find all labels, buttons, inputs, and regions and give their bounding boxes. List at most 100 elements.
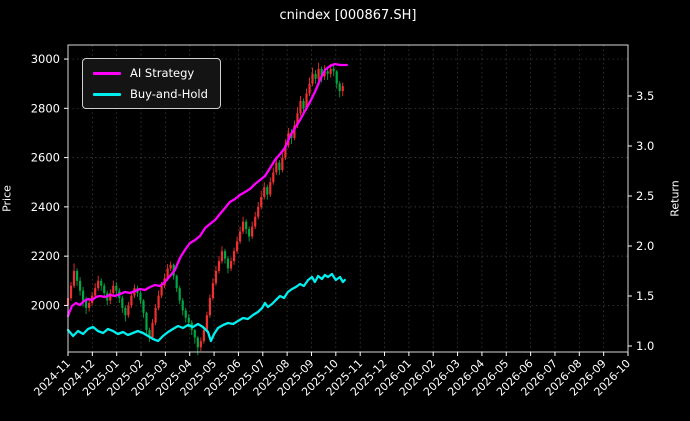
legend: AI Strategy Buy-and-Hold [82, 58, 221, 109]
y-left-tick-label: 2600 [31, 151, 60, 165]
candle-body [88, 302, 91, 308]
candle-body [338, 83, 341, 92]
candle-body [229, 261, 233, 269]
candle-body [260, 197, 263, 207]
ai-strategy-line-swatch [93, 71, 121, 75]
candle-body [220, 251, 224, 262]
candle-body [109, 293, 112, 301]
y-left-tick-label: 2000 [31, 298, 60, 312]
candle-body [127, 305, 130, 316]
candle-body [115, 285, 118, 291]
line-buy-and-hold [66, 272, 346, 343]
candle-body [100, 280, 103, 286]
candle-body [314, 73, 317, 79]
legend-label-ai-strategy: AI Strategy [130, 66, 195, 80]
candle-body [193, 330, 196, 338]
legend-item-buy-and-hold: Buy-and-Hold [93, 87, 208, 101]
candle-body [329, 68, 332, 74]
candle-body [281, 157, 284, 170]
candle-body [148, 330, 151, 338]
candle-body [85, 300, 88, 308]
candle-body [166, 268, 169, 279]
candle-body [175, 275, 178, 289]
buy-and-hold-line-swatch [93, 92, 121, 96]
candle-body [308, 83, 311, 94]
candle-body [196, 337, 199, 348]
candle-body [302, 100, 305, 109]
candle-body [72, 270, 76, 286]
candle-body [130, 295, 133, 306]
candle-body [214, 270, 218, 284]
candle-body [269, 182, 272, 195]
candle-body [81, 290, 85, 301]
candle-body [187, 317, 190, 323]
candle-body [145, 312, 148, 331]
candle-body [112, 285, 115, 294]
y-right-tick-label: 1.5 [636, 289, 654, 303]
y-right-tick-label: 1.0 [636, 339, 654, 353]
candle-body [293, 125, 296, 138]
candle-body [335, 71, 338, 84]
candle-body [284, 145, 287, 158]
candle-body [124, 307, 127, 316]
candle-body [235, 241, 239, 252]
candle-body [275, 162, 278, 173]
candle-body [94, 288, 97, 296]
candle-body [238, 231, 242, 242]
candle-body [341, 86, 344, 92]
candle-body [251, 226, 254, 237]
line-ai-strategy [66, 62, 348, 318]
y-right-tick-label: 3.0 [636, 139, 654, 153]
candle-body [332, 68, 335, 72]
return-axis-label: Return [668, 180, 682, 217]
candle-body [157, 295, 160, 308]
y-right-tick-label: 2.5 [636, 189, 654, 203]
candle-body [205, 315, 208, 331]
candle-body [296, 113, 299, 126]
candle-body [154, 307, 157, 323]
candle-body [178, 288, 181, 301]
candle-body [151, 322, 154, 338]
y-left-tick-label: 2400 [31, 200, 60, 214]
y-left-tick-label: 2200 [31, 249, 60, 263]
candle-body [299, 100, 302, 114]
candle-body [242, 221, 245, 232]
y-left-tick-label: 3000 [31, 52, 60, 66]
legend-label-buy-and-hold: Buy-and-Hold [130, 87, 208, 101]
price-axis-label: Price [0, 185, 14, 212]
candle-body [232, 251, 236, 262]
candle-body [311, 73, 314, 84]
candle-body [184, 310, 187, 318]
candle-body [211, 283, 215, 299]
y-right-tick-label: 3.5 [636, 89, 654, 103]
candle-body [272, 172, 275, 183]
candle-body [142, 300, 145, 313]
candle-body [320, 68, 323, 77]
chart-title: cnindex [000867.SH] [279, 8, 417, 23]
candle-body [202, 330, 205, 342]
candle-body [226, 258, 230, 269]
candle-body [326, 71, 329, 74]
candle-body [181, 300, 184, 311]
candle-body [139, 293, 142, 301]
candle-body [278, 162, 281, 170]
candle-body [245, 221, 248, 230]
candle-body [97, 280, 100, 289]
candle-body [208, 298, 211, 316]
candle-body [323, 71, 326, 77]
candle-body [317, 68, 320, 79]
candle-body [169, 264, 172, 269]
candle-body [248, 229, 251, 237]
candle-body [223, 251, 227, 259]
candle-body [121, 298, 124, 308]
plot-frame [67, 44, 629, 353]
candle-body [263, 187, 266, 198]
candle-body [217, 261, 221, 271]
candle-body [160, 285, 163, 296]
candle-body [266, 187, 269, 195]
candle-body [75, 270, 79, 281]
candle-body [257, 206, 260, 217]
candle-body [254, 216, 257, 227]
